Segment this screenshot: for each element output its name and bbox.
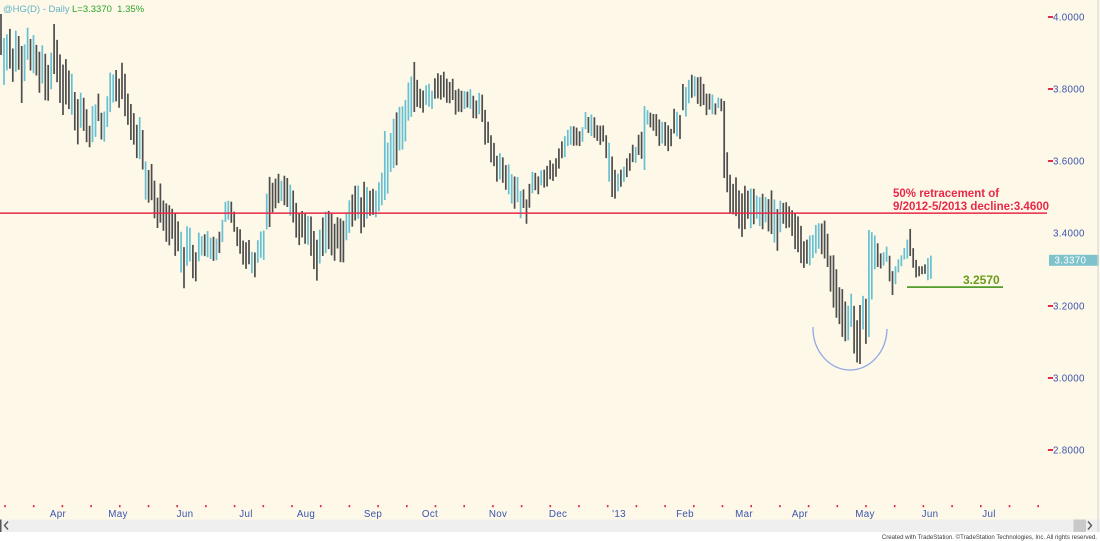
- svg-text:May: May: [108, 509, 127, 520]
- svg-text:3.4000: 3.4000: [1053, 229, 1085, 240]
- svg-text:'13: '13: [612, 509, 626, 520]
- svg-text:Oct: Oct: [422, 509, 438, 520]
- svg-text:Jun: Jun: [922, 509, 939, 520]
- svg-text:Feb: Feb: [676, 509, 694, 520]
- svg-text:3.0000: 3.0000: [1053, 374, 1085, 385]
- svg-text:3.2000: 3.2000: [1053, 302, 1085, 313]
- svg-text:Jun: Jun: [177, 509, 194, 520]
- svg-text:9/2012-5/2013 decline:3.4600: 9/2012-5/2013 decline:3.4600: [893, 201, 1049, 213]
- svg-text:Apr: Apr: [50, 509, 67, 520]
- svg-text:2.8000: 2.8000: [1053, 446, 1085, 457]
- svg-text:Mar: Mar: [735, 509, 753, 520]
- svg-text:50% retracement of: 50% retracement of: [893, 188, 999, 200]
- svg-text:Nov: Nov: [489, 509, 507, 520]
- svg-text:3.6000: 3.6000: [1053, 157, 1085, 168]
- svg-text:L=3.3370 1.35%: L=3.3370 1.35%: [72, 4, 145, 15]
- svg-text:3.2570: 3.2570: [963, 273, 1000, 287]
- svg-text:Apr: Apr: [792, 509, 809, 520]
- svg-text:Aug: Aug: [297, 509, 315, 520]
- svg-text:3.8000: 3.8000: [1053, 85, 1085, 96]
- svg-text:Jul: Jul: [982, 509, 995, 520]
- svg-text:3.3370: 3.3370: [1055, 255, 1087, 266]
- svg-text:Dec: Dec: [549, 509, 567, 520]
- svg-text:@HG(D) - Daily: @HG(D) - Daily: [3, 4, 70, 15]
- svg-text:Created with TradeStation. ©Tr: Created with TradeStation. ©TradeStation…: [882, 534, 1097, 541]
- svg-text:4.0000: 4.0000: [1053, 13, 1085, 24]
- svg-text:Jul: Jul: [239, 509, 252, 520]
- svg-text:Sep: Sep: [364, 509, 383, 520]
- svg-text:May: May: [855, 509, 874, 520]
